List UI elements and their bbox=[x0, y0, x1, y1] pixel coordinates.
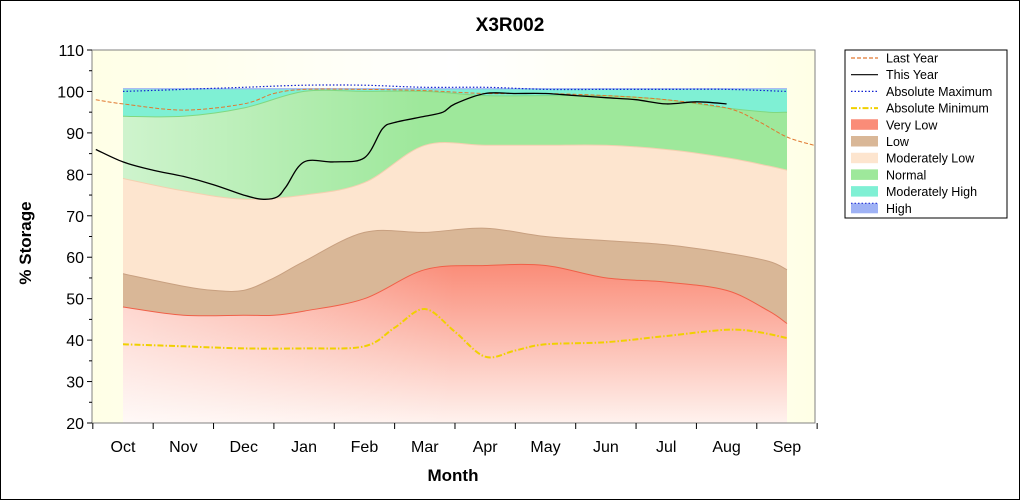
legend-swatch-low bbox=[851, 136, 878, 147]
legend-label-this-year: This Year bbox=[886, 68, 938, 82]
x-tick-label: Nov bbox=[169, 439, 197, 456]
y-tick-label: 110 bbox=[58, 43, 84, 60]
band-edge-normal bbox=[122, 89, 788, 118]
band-edge-very-low bbox=[122, 263, 788, 324]
x-tick-label: Feb bbox=[351, 439, 379, 456]
x-tick-label: May bbox=[530, 439, 560, 456]
legend-swatch-normal bbox=[851, 169, 878, 180]
y-axis-label: % Storage bbox=[16, 201, 35, 284]
x-tick-label: Mar bbox=[411, 439, 439, 456]
y-tick-label: 40 bbox=[66, 333, 84, 350]
legend-label-very-low: Very Low bbox=[886, 118, 938, 132]
y-tick-label: 50 bbox=[66, 292, 84, 309]
legend-label-high: High bbox=[886, 202, 912, 216]
legend-label-absolute-maximum: Absolute Maximum bbox=[886, 85, 992, 99]
series-line-this-year bbox=[95, 92, 727, 200]
legend-label-moderately-low: Moderately Low bbox=[886, 152, 975, 166]
band-very-low-shade bbox=[123, 264, 787, 423]
series-line-last-year bbox=[95, 88, 815, 146]
legend-swatch-high bbox=[851, 203, 878, 214]
band-areas bbox=[122, 88, 788, 424]
band-edge-low bbox=[122, 227, 788, 292]
x-axis-label: Month bbox=[428, 466, 479, 485]
legend: Last Year This Year Absolute Maximum Absolu… bbox=[844, 49, 1008, 219]
y-tick-label: 30 bbox=[66, 375, 84, 392]
x-tick-label: Dec bbox=[229, 439, 257, 456]
series-line-absolute-maximum bbox=[122, 84, 788, 92]
x-tick-label: Sep bbox=[773, 439, 802, 456]
y-tick-label: 70 bbox=[66, 209, 84, 226]
y-tick-label: 100 bbox=[57, 84, 84, 101]
series-line-absolute-minimum bbox=[122, 308, 788, 359]
x-tick-label: Oct bbox=[111, 439, 136, 456]
legend-label-last-year: Last Year bbox=[886, 52, 938, 66]
y-tick-label: 60 bbox=[66, 250, 84, 267]
legend-label-normal: Normal bbox=[886, 168, 926, 182]
legend-swatch-moderately-high bbox=[851, 186, 878, 197]
band-edge-moderately-low bbox=[122, 142, 788, 200]
x-axis: Oct Nov Dec Jan Feb Mar Apr May Jun Jul Aug Sep bbox=[92, 423, 818, 456]
chart-title: X3R002 bbox=[476, 15, 545, 36]
y-tick-label: 90 bbox=[66, 126, 84, 143]
x-tick-label: Jun bbox=[593, 439, 619, 456]
legend-label-moderately-high: Moderately High bbox=[886, 185, 977, 199]
legend-label-absolute-minimum: Absolute Minimum bbox=[886, 102, 989, 116]
x-tick-label: Apr bbox=[473, 439, 499, 456]
legend-label-low: Low bbox=[886, 135, 910, 149]
legend-swatch-moderately-low bbox=[851, 153, 878, 164]
y-tick-label: 20 bbox=[66, 416, 84, 433]
x-tick-label: Jul bbox=[656, 439, 676, 456]
series-lines bbox=[95, 84, 815, 359]
y-tick-label: 80 bbox=[66, 167, 84, 184]
x-tick-label: Jan bbox=[291, 439, 317, 456]
y-axis: 20 30 40 50 60 70 80 90 100 110 bbox=[57, 43, 92, 433]
x-tick-label: Aug bbox=[712, 439, 740, 456]
legend-swatch-very-low bbox=[851, 119, 878, 130]
